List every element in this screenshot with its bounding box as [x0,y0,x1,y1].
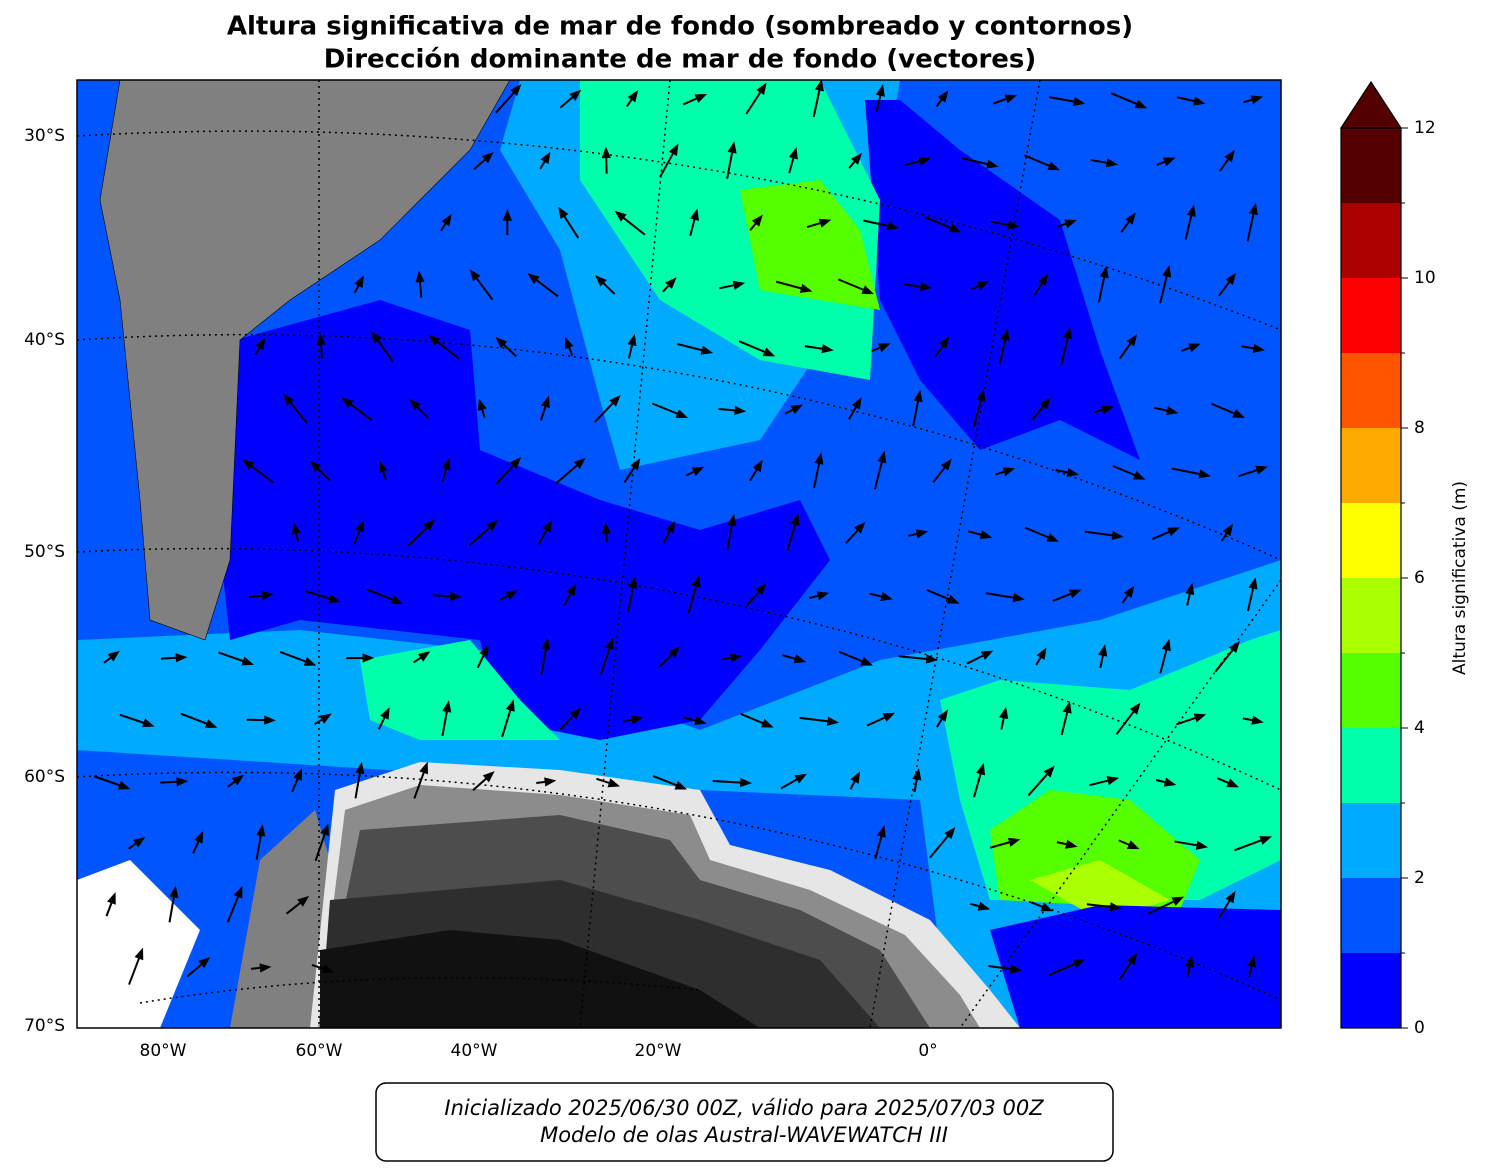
lon-label: 80°W [140,1041,187,1061]
colorbar-band [1341,503,1401,578]
colorbar-band [1341,428,1401,503]
colorbar-band [1341,803,1401,878]
title-line-2: Dirección dominante de mar de fondo (vec… [324,45,1037,75]
colorbar-tick-label: 8 [1414,418,1425,438]
lat-label: 30°S [24,126,65,146]
lat-label: 50°S [24,542,65,562]
footer-line-1: Inicializado 2025/06/30 00Z, válido para… [444,1096,1044,1120]
lon-label: 40°W [451,1041,498,1061]
colorbar-band [1341,953,1401,1028]
colorbar-tick-label: 10 [1414,268,1436,288]
colorbar-tick-label: 4 [1414,718,1425,738]
colorbar: 0 2 4 6 8 10 12 [1341,82,1436,1038]
title-line-1: Altura significativa de mar de fondo (so… [227,12,1133,42]
colorbar-tick-label: 2 [1414,868,1425,888]
colorbar-band [1341,578,1401,653]
colorbar-band [1341,353,1401,428]
colorbar-tick-label: 12 [1414,118,1436,138]
colorbar-tick-label: 6 [1414,568,1425,588]
colorbar-label: Altura significativa (m) [1450,481,1470,675]
lat-label: 60°S [24,767,65,787]
footer-line-2: Modelo de olas Austral-WAVEWATCH III [540,1123,948,1147]
lon-label: 20°W [635,1041,682,1061]
lon-labels: 80°W 60°W 40°W 20°W 0° [140,1041,938,1061]
lat-labels: 30°S 40°S 50°S 60°S 70°S [24,126,65,1036]
lon-label: 60°W [296,1041,343,1061]
colorbar-band [1341,878,1401,953]
lat-label: 70°S [24,1016,65,1036]
colorbar-tick-label: 0 [1414,1018,1425,1038]
colorbar-band [1341,128,1401,203]
colorbar-band [1341,278,1401,353]
footer-box [376,1083,1113,1161]
lon-label: 0° [918,1041,937,1061]
colorbar-band [1341,203,1401,278]
colorbar-extend [1341,82,1401,128]
map [77,79,1281,1028]
colorbar-band [1341,653,1401,728]
lat-label: 40°S [24,330,65,350]
colorbar-band [1341,728,1401,803]
field [990,905,1281,1028]
